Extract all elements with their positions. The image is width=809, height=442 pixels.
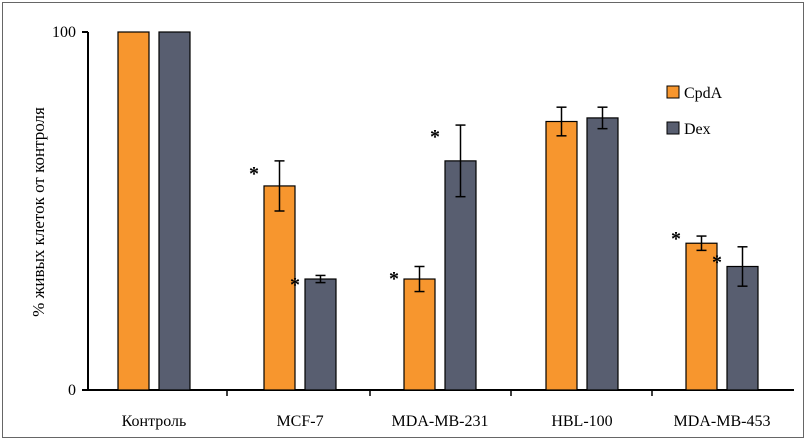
bar-dex bbox=[158, 31, 191, 391]
bar-cpda bbox=[263, 185, 296, 391]
bar-dex bbox=[726, 265, 759, 391]
x-tick-label: MCF-7 bbox=[276, 413, 323, 430]
significance-star: * bbox=[389, 268, 399, 290]
axes bbox=[82, 31, 794, 396]
bar-cpda bbox=[403, 278, 436, 391]
significance-star: * bbox=[249, 163, 259, 185]
bar-cpda bbox=[117, 31, 150, 391]
y-tick-label: 100 bbox=[52, 24, 76, 41]
x-tick-label: MDA-MB-231 bbox=[392, 413, 489, 430]
y-tick-label: 0 bbox=[68, 382, 76, 399]
legend-swatch-dex bbox=[666, 121, 680, 135]
legend: CpdA Dex bbox=[666, 85, 723, 138]
legend-swatch-cpda bbox=[666, 85, 680, 99]
bar-cpda bbox=[685, 242, 718, 391]
bar-cpda bbox=[545, 120, 578, 391]
bars bbox=[117, 31, 759, 391]
bar-dex bbox=[444, 160, 477, 391]
x-tick-label: MDA-MB-453 bbox=[674, 413, 771, 430]
bar-dex bbox=[586, 117, 619, 391]
significance-star: * bbox=[712, 251, 722, 273]
significance-star: * bbox=[430, 126, 440, 148]
bar-dex bbox=[304, 278, 337, 391]
legend-label-cpda: CpdA bbox=[684, 85, 723, 102]
y-axis-label: % живых клеток от контроля bbox=[29, 107, 48, 317]
significance-star: * bbox=[290, 274, 300, 296]
x-tick-label: HBL-100 bbox=[551, 413, 612, 430]
legend-label-dex: Dex bbox=[684, 121, 711, 138]
significance-star: * bbox=[671, 228, 681, 250]
labels: 0 100 Контроль MCF-7 * * MDA-MB-231 * * HBL-100 MD… bbox=[52, 24, 770, 430]
x-tick-label: Контроль bbox=[122, 413, 187, 430]
